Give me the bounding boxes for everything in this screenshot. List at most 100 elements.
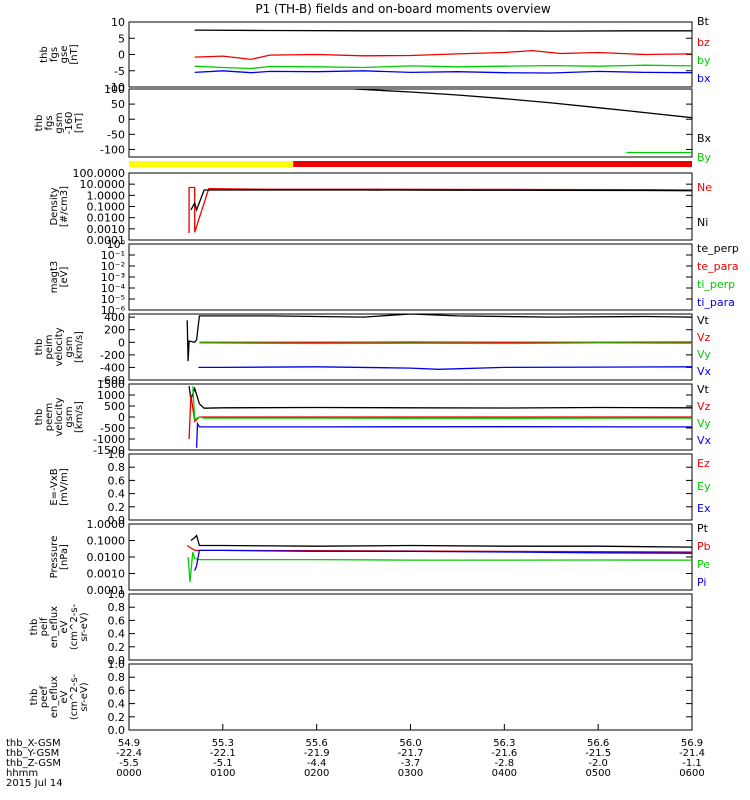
legend-vt: Vt xyxy=(697,314,710,327)
legend-vy: Vy xyxy=(697,417,711,430)
ephemeris-value: -3.7 xyxy=(401,758,421,769)
ephemeris-row-label: thb_Z-GSM xyxy=(6,758,61,769)
series-line-bx xyxy=(194,70,692,74)
x-axis: 54.9-22.4-5.5000055.3-22.1-5.1010055.6-2… xyxy=(6,724,705,789)
series-line-pb xyxy=(186,544,692,553)
y-tick-label: 1.0 xyxy=(108,658,126,671)
ephemeris-value: 55.6 xyxy=(306,738,328,749)
series-line-bx xyxy=(354,89,692,119)
ephemeris-value: -2.0 xyxy=(588,758,608,769)
y-axis-label: [eV] xyxy=(59,267,70,288)
y-tick-label: 10⁻² xyxy=(101,260,125,273)
y-tick-label: 0.0001 xyxy=(87,234,126,247)
y-tick-label: 0.0001 xyxy=(87,584,126,597)
y-tick-label: -1000 xyxy=(93,433,125,446)
y-tick-label: -200 xyxy=(100,349,125,362)
series-line-vz xyxy=(188,394,692,440)
panel-9: 1.00.80.60.40.20.0 thb peif en_eflux eV (cm^2… xyxy=(29,588,693,667)
y-tick-label: 10⁻⁶ xyxy=(101,304,126,317)
ephemeris-value: 54.9 xyxy=(118,738,140,749)
y-tick-label: 0.1000 xyxy=(87,201,126,214)
y-axis-label: en_eflux xyxy=(49,676,60,718)
panel-frame xyxy=(128,663,693,731)
panel-frame xyxy=(128,21,693,88)
x-tick-label: 0400 xyxy=(492,768,517,779)
y-axis-label: thb xyxy=(34,409,45,426)
ephemeris-value: 56.6 xyxy=(587,738,609,749)
ephemeris-value: 56.9 xyxy=(681,738,703,749)
y-tick-label: 0.0100 xyxy=(87,212,126,225)
legend-vy: Vy xyxy=(697,348,711,361)
legend-vt: Vt xyxy=(697,383,710,396)
y-tick-label: 0.4 xyxy=(108,488,126,501)
y-tick-label: 0 xyxy=(118,49,125,62)
y-axis-label: [km/s] xyxy=(74,401,85,433)
y-tick-label: 0.8 xyxy=(108,601,126,614)
legend-bz: bz xyxy=(697,36,710,49)
y-axis-label: thb xyxy=(34,339,45,356)
y-axis-label: thb xyxy=(29,689,40,706)
ephemeris-value: -21.7 xyxy=(398,748,424,759)
y-tick-label: -400 xyxy=(100,361,125,374)
y-tick-label: 0.6 xyxy=(108,684,126,697)
legend-by: by xyxy=(697,54,711,67)
series-line-bt xyxy=(194,29,692,32)
y-tick-label: 1.0 xyxy=(108,448,126,461)
series-line-vx xyxy=(198,366,692,370)
y-tick-label: 0.6 xyxy=(108,474,126,487)
y-axis-label: thb xyxy=(34,115,45,132)
ephemeris-value: -4.4 xyxy=(307,758,327,769)
y-axis-label: fgs xyxy=(49,47,60,62)
y-tick-label: 50 xyxy=(111,98,125,111)
y-tick-label: 100.0000 xyxy=(73,167,126,180)
y-axis-label: Density xyxy=(49,187,60,225)
x-tick-label: 0000 xyxy=(116,768,141,779)
ephemeris-value: 55.3 xyxy=(212,738,234,749)
y-axis-label: [#/cm3] xyxy=(59,186,70,227)
ephemeris-value: -21.5 xyxy=(585,748,611,759)
x-axis-label: hhmm xyxy=(6,768,38,779)
y-axis-label: eV xyxy=(59,690,70,703)
legend-vz: Vz xyxy=(697,331,711,344)
y-tick-label: 1000 xyxy=(97,389,125,402)
y-tick-label: 10.0000 xyxy=(80,178,126,191)
y-axis-label: [nT] xyxy=(69,44,80,64)
y-axis-label: velocity xyxy=(54,397,65,436)
y-tick-label: 0.0100 xyxy=(87,551,126,564)
y-tick-label: 1.0 xyxy=(108,588,126,601)
legend-ey: Ey xyxy=(697,480,711,493)
y-axis-label: E=-VxB xyxy=(49,468,60,505)
legend-pi: Pi xyxy=(697,576,706,589)
legend-ni: Ni xyxy=(697,216,708,229)
y-axis-label: peef xyxy=(39,685,50,708)
y-axis-label: peim xyxy=(44,334,55,359)
mode-bar-segment xyxy=(129,161,294,167)
series-line-vt xyxy=(188,386,692,409)
legend-te-para: te_para xyxy=(697,260,739,273)
y-axis-label: peif xyxy=(39,617,50,636)
y-tick-label: 0.0010 xyxy=(87,568,126,581)
panel-8: 1.0000 0.1000 0.0100 0.0010 0.0001 Pressure [n… xyxy=(49,518,711,597)
y-tick-label: -50 xyxy=(107,128,125,141)
y-tick-label: 0.4 xyxy=(108,698,126,711)
legend-ez: Ez xyxy=(697,457,710,470)
x-tick-label: 0500 xyxy=(585,768,610,779)
panel-1: 10 5 0 -5 -10 thb fgs gse [nT] Bt bz by bx xyxy=(39,15,711,94)
legend-vx: Vx xyxy=(697,365,712,378)
y-tick-label: 0.8 xyxy=(108,671,126,684)
y-axis-label: gse xyxy=(59,46,70,64)
mode-bar xyxy=(129,161,692,167)
y-tick-label: 0 xyxy=(118,411,125,424)
y-axis-label: velocity xyxy=(54,327,65,366)
y-tick-label: 1.0000 xyxy=(87,189,126,202)
ephemeris-value: -5.1 xyxy=(213,758,233,769)
y-axis-label: [km/s] xyxy=(74,331,85,363)
y-axis-label: eV xyxy=(59,620,70,633)
y-tick-label: 0.2 xyxy=(108,711,126,724)
y-tick-label: 0 xyxy=(118,113,125,126)
mode-bar-segment xyxy=(293,161,692,167)
figure-title: P1 (TH-B) fields and on-board moments ov… xyxy=(255,2,551,16)
